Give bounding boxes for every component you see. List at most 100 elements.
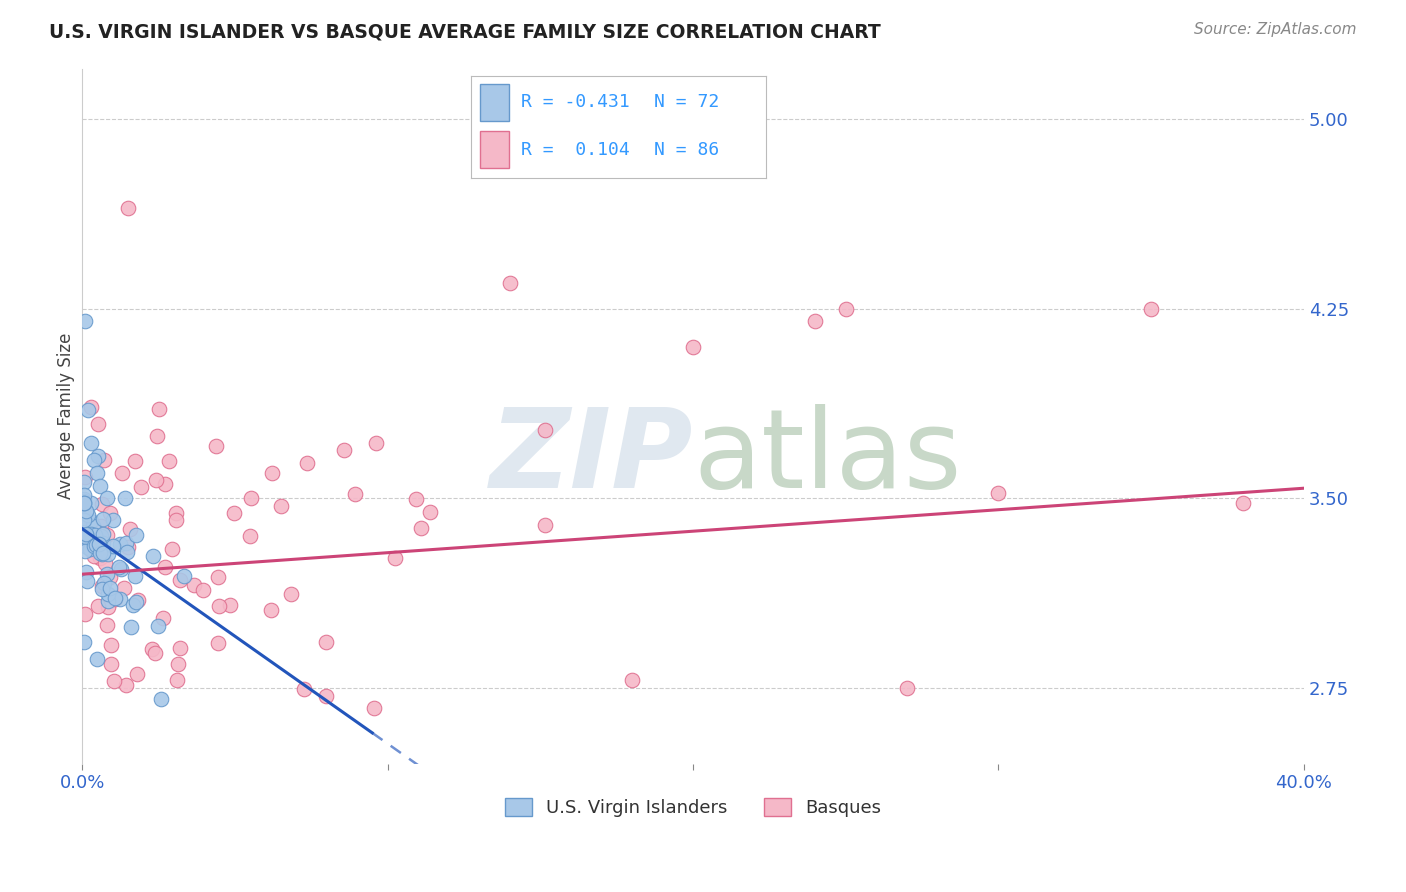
- Point: [96, 528, 118, 542]
- Point: [153, 560, 176, 574]
- Point: [100, 638, 122, 652]
- Point: [112, 582, 135, 596]
- Point: [118, 522, 141, 536]
- Point: [270, 499, 292, 513]
- Point: [97, 599, 120, 614]
- Point: [173, 569, 195, 583]
- Point: [208, 599, 231, 613]
- Point: [219, 599, 242, 613]
- Point: [86, 652, 108, 666]
- Point: [79, 496, 101, 510]
- Text: atlas: atlas: [693, 404, 962, 511]
- Point: [103, 673, 125, 688]
- Point: [72, 500, 94, 514]
- Point: [315, 635, 337, 649]
- Point: [100, 657, 122, 672]
- Point: [75, 528, 97, 542]
- Point: [75, 535, 97, 549]
- Point: [115, 677, 138, 691]
- Point: [1232, 496, 1254, 510]
- Point: [93, 452, 115, 467]
- Point: [87, 449, 110, 463]
- Point: [150, 691, 173, 706]
- Point: [131, 480, 153, 494]
- Point: [191, 582, 214, 597]
- Point: [96, 618, 118, 632]
- Point: [363, 701, 385, 715]
- Point: [183, 578, 205, 592]
- Point: [82, 518, 104, 533]
- Point: [117, 201, 139, 215]
- Point: [280, 587, 302, 601]
- Point: [108, 537, 131, 551]
- Point: [114, 535, 136, 549]
- Point: [165, 506, 187, 520]
- Point: [142, 549, 165, 563]
- Point: [87, 599, 110, 613]
- Point: [297, 456, 319, 470]
- Point: [87, 417, 110, 431]
- Point: [205, 440, 228, 454]
- Point: [239, 529, 262, 543]
- Point: [73, 634, 96, 648]
- Point: [125, 666, 148, 681]
- Point: [499, 277, 522, 291]
- Text: U.S. VIRGIN ISLANDER VS BASQUE AVERAGE FAMILY SIZE CORRELATION CHART: U.S. VIRGIN ISLANDER VS BASQUE AVERAGE F…: [49, 22, 882, 41]
- Point: [124, 569, 146, 583]
- Point: [160, 542, 183, 557]
- Legend: U.S. Virgin Islanders, Basques: U.S. Virgin Islanders, Basques: [498, 790, 889, 824]
- Point: [110, 562, 132, 576]
- Point: [343, 486, 366, 500]
- Point: [169, 573, 191, 587]
- Point: [76, 508, 98, 523]
- Point: [107, 560, 129, 574]
- Point: [124, 528, 146, 542]
- Point: [145, 473, 167, 487]
- Point: [75, 530, 97, 544]
- Point: [91, 579, 114, 593]
- Point: [96, 491, 118, 506]
- Point: [76, 540, 98, 554]
- Point: [122, 599, 145, 613]
- Point: [72, 475, 94, 489]
- Point: [533, 517, 555, 532]
- Point: [72, 492, 94, 507]
- Point: [104, 591, 127, 606]
- Point: [101, 513, 124, 527]
- Point: [405, 492, 427, 507]
- Point: [98, 581, 121, 595]
- Point: [80, 400, 103, 414]
- Point: [146, 619, 169, 633]
- Point: [153, 477, 176, 491]
- Point: [73, 488, 96, 502]
- Point: [84, 538, 107, 552]
- Point: [79, 541, 101, 556]
- Point: [90, 518, 112, 533]
- Point: [315, 689, 337, 703]
- Point: [90, 497, 112, 511]
- Point: [240, 491, 263, 505]
- Point: [620, 673, 643, 688]
- Point: [89, 546, 111, 560]
- Point: [896, 681, 918, 695]
- Point: [93, 575, 115, 590]
- Point: [93, 512, 115, 526]
- Text: Source: ZipAtlas.com: Source: ZipAtlas.com: [1194, 22, 1357, 37]
- Point: [72, 513, 94, 527]
- Point: [75, 469, 97, 483]
- Point: [127, 592, 149, 607]
- Point: [364, 436, 387, 450]
- Point: [1140, 301, 1163, 316]
- Point: [207, 635, 229, 649]
- Point: [72, 493, 94, 508]
- Point: [75, 607, 97, 621]
- Point: [120, 619, 142, 633]
- Point: [80, 526, 103, 541]
- Point: [987, 486, 1010, 500]
- Point: [419, 504, 441, 518]
- Point: [75, 566, 97, 580]
- Point: [260, 603, 283, 617]
- Point: [104, 592, 127, 607]
- Point: [124, 595, 146, 609]
- Point: [80, 435, 103, 450]
